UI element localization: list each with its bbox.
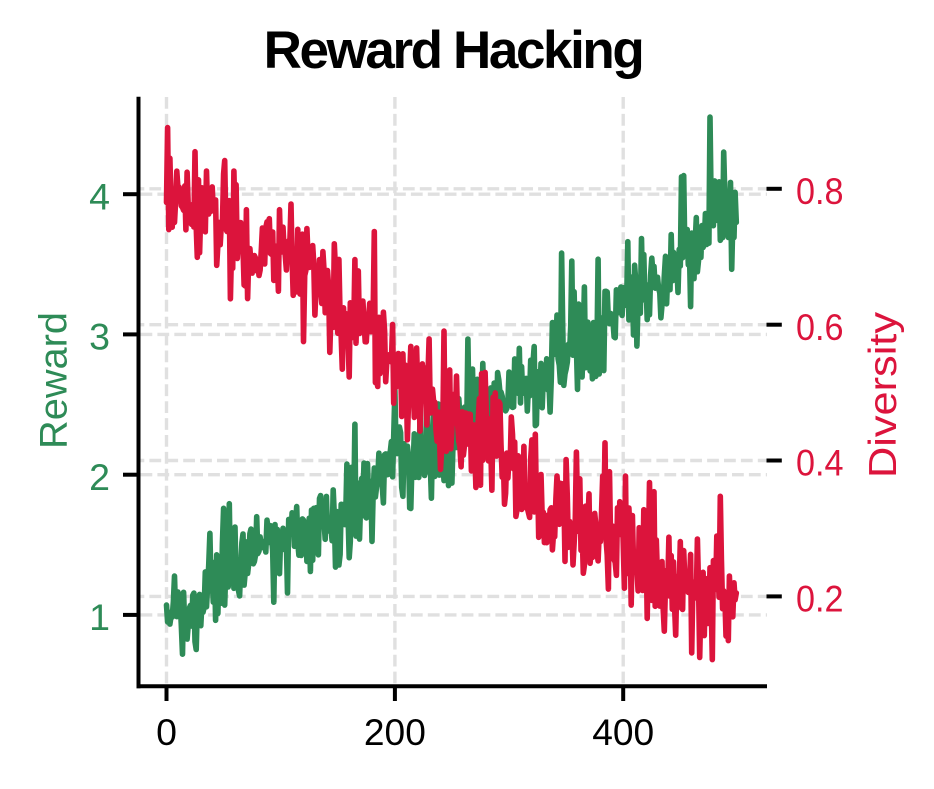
- svg-text:3: 3: [89, 316, 110, 358]
- svg-text:2: 2: [89, 456, 110, 498]
- svg-text:Reward: Reward: [33, 312, 76, 449]
- svg-text:200: 200: [364, 711, 426, 753]
- svg-text:0.4: 0.4: [796, 442, 844, 484]
- svg-text:400: 400: [592, 711, 654, 753]
- svg-text:Diversity: Diversity: [862, 311, 905, 478]
- svg-text:Reward Hacking: Reward Hacking: [264, 21, 643, 80]
- svg-text:0.6: 0.6: [796, 306, 844, 348]
- svg-text:0: 0: [156, 711, 177, 753]
- svg-text:0.8: 0.8: [796, 170, 844, 212]
- svg-text:4: 4: [89, 175, 110, 217]
- svg-text:1: 1: [89, 596, 110, 638]
- svg-text:0.2: 0.2: [796, 578, 844, 620]
